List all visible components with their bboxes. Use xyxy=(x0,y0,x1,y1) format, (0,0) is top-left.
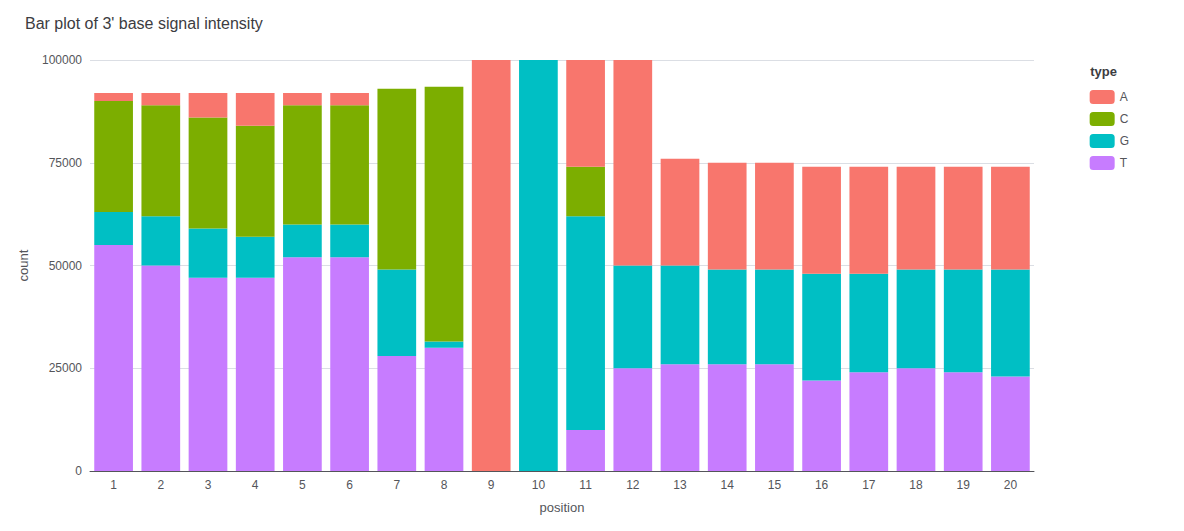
svg-text:50000: 50000 xyxy=(49,259,83,273)
svg-text:C: C xyxy=(1120,112,1129,126)
svg-text:7: 7 xyxy=(393,478,400,492)
svg-text:3: 3 xyxy=(205,478,212,492)
svg-text:75000: 75000 xyxy=(49,156,83,170)
svg-text:100000: 100000 xyxy=(42,53,82,67)
svg-text:15: 15 xyxy=(768,478,782,492)
svg-text:T: T xyxy=(1120,156,1128,170)
svg-text:2: 2 xyxy=(157,478,164,492)
svg-text:type: type xyxy=(1090,64,1117,79)
svg-text:11: 11 xyxy=(579,478,592,492)
svg-text:20: 20 xyxy=(1004,478,1018,492)
svg-text:position: position xyxy=(540,500,585,515)
svg-text:9: 9 xyxy=(488,478,495,492)
svg-text:6: 6 xyxy=(346,478,353,492)
svg-text:12: 12 xyxy=(626,478,640,492)
svg-text:17: 17 xyxy=(862,478,876,492)
svg-text:Bar plot of 3' base signal int: Bar plot of 3' base signal intensity xyxy=(25,15,263,32)
svg-text:0: 0 xyxy=(75,464,82,478)
svg-text:4: 4 xyxy=(252,478,259,492)
svg-text:1: 1 xyxy=(110,478,117,492)
svg-text:19: 19 xyxy=(957,478,971,492)
svg-text:8: 8 xyxy=(441,478,448,492)
svg-text:25000: 25000 xyxy=(49,361,83,375)
svg-text:5: 5 xyxy=(299,478,306,492)
svg-text:16: 16 xyxy=(815,478,829,492)
svg-text:G: G xyxy=(1120,134,1129,148)
svg-text:13: 13 xyxy=(673,478,687,492)
svg-text:10: 10 xyxy=(532,478,546,492)
svg-text:14: 14 xyxy=(721,478,735,492)
svg-text:18: 18 xyxy=(909,478,923,492)
svg-text:A: A xyxy=(1120,90,1128,104)
svg-text:count: count xyxy=(16,249,31,281)
